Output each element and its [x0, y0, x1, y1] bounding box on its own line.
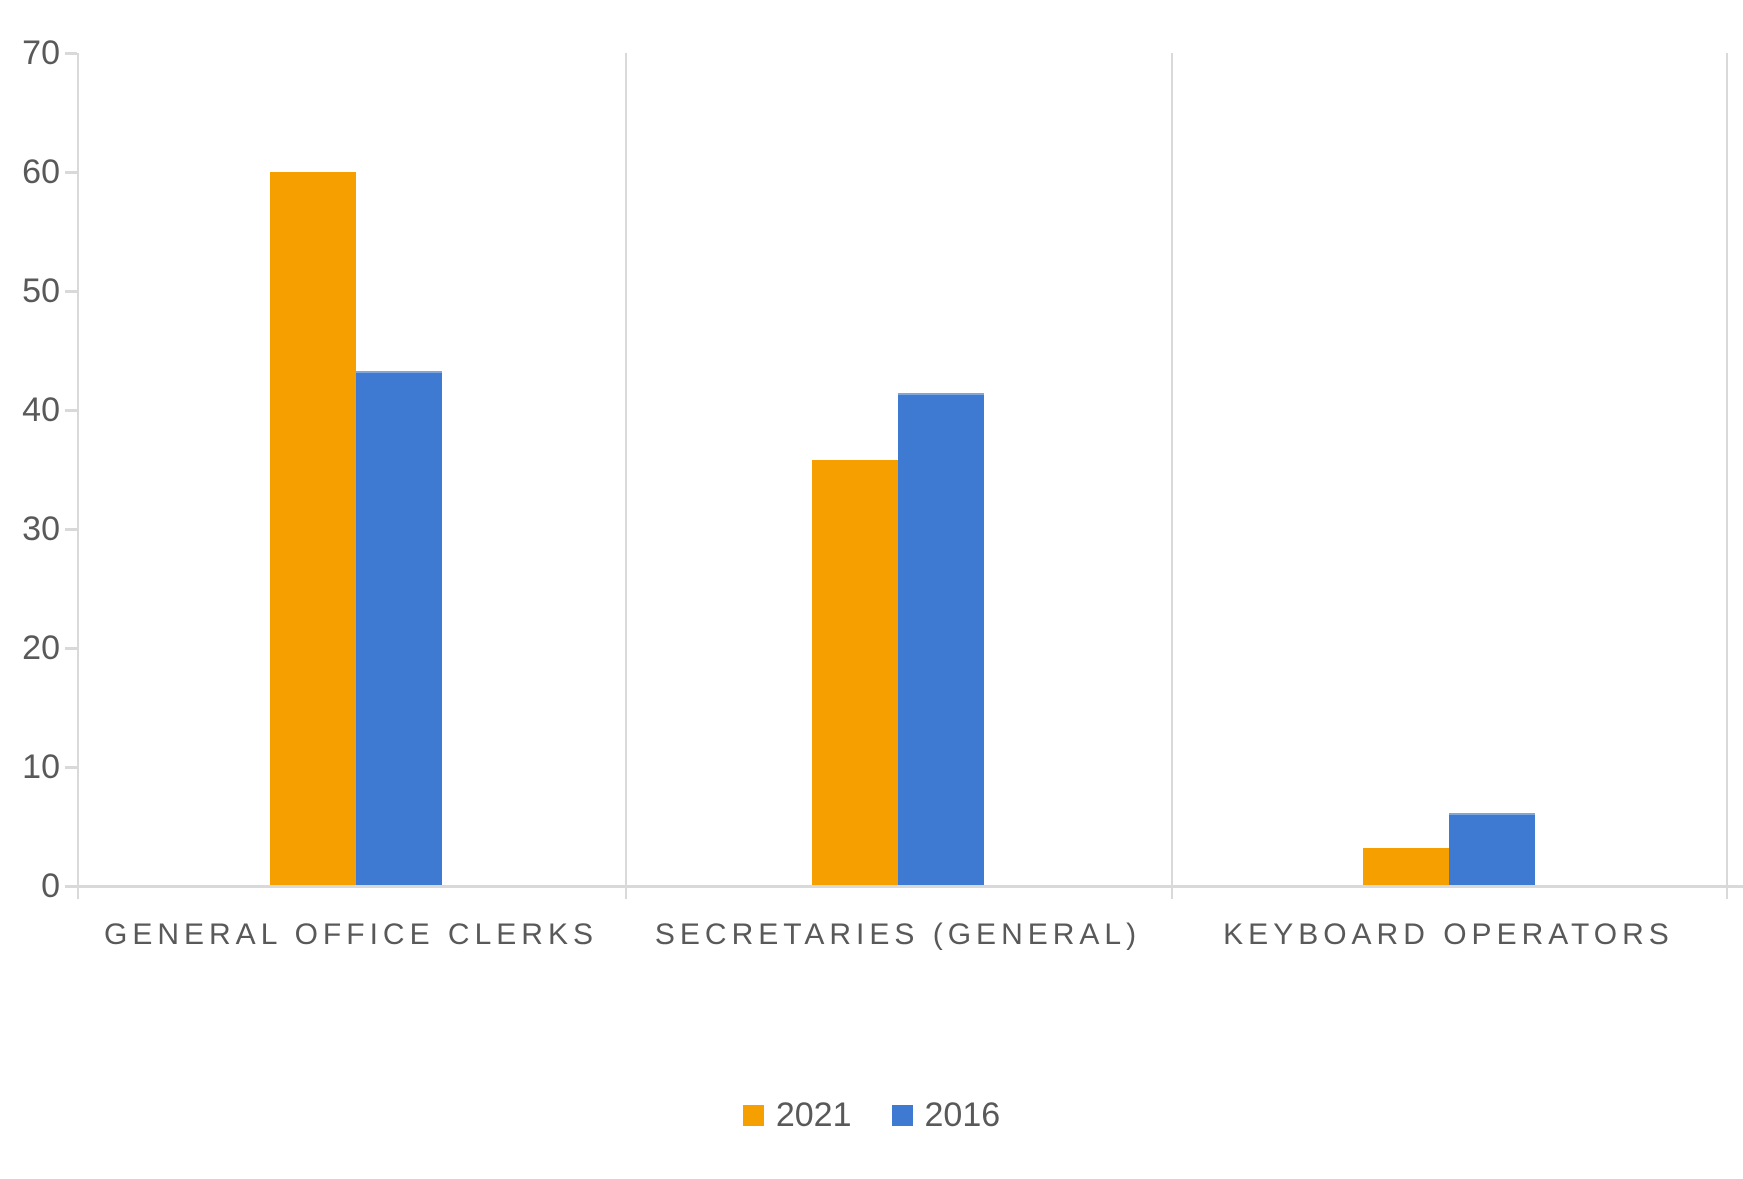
y-tick-label: 60: [22, 153, 60, 191]
category-boundary-line: [1171, 53, 1173, 899]
legend-swatch-2021: [742, 1104, 764, 1126]
bar-2021-1: [270, 172, 356, 886]
bar-2016-1: [356, 370, 442, 886]
y-tick-label: 50: [22, 272, 60, 310]
category-boundary-line: [77, 53, 79, 899]
y-tick-label: 70: [22, 34, 60, 72]
y-tick-mark: [65, 527, 77, 531]
bar-2021-3: [1363, 847, 1449, 886]
y-tick-label: 10: [22, 748, 60, 786]
y-tick-mark: [65, 646, 77, 650]
legend-label-2016: 2016: [924, 1096, 1001, 1134]
y-tick-mark: [65, 408, 77, 412]
y-tick-mark: [65, 884, 77, 888]
category-boundary-line: [1726, 53, 1728, 899]
y-tick-mark: [65, 51, 77, 55]
y-tick-mark: [65, 289, 77, 293]
legend-swatch-2016: [891, 1104, 913, 1126]
legend: 2021 2016: [0, 1098, 1743, 1132]
legend-label-2021: 2021: [775, 1096, 852, 1134]
y-tick-label: 30: [22, 510, 60, 548]
category-label: SECRETARIES (GENERAL): [654, 918, 1142, 951]
y-tick-label: 0: [41, 867, 60, 905]
bar-2016-3: [1449, 813, 1535, 886]
bar-2016-2: [898, 393, 984, 886]
y-tick-label: 20: [22, 629, 60, 667]
x-axis-line: [77, 885, 1743, 888]
category-label: KEYBOARD OPERATORS: [1223, 918, 1674, 951]
legend-item-2016: 2016: [891, 1096, 1001, 1134]
bar-2021-2: [812, 459, 898, 886]
y-tick-mark: [65, 170, 77, 174]
y-tick-mark: [65, 765, 77, 769]
legend-item-2021: 2021: [742, 1096, 852, 1134]
y-tick-label: 40: [22, 391, 60, 429]
category-boundary-line: [625, 53, 627, 899]
category-label: GENERAL OFFICE CLERKS: [104, 918, 598, 951]
